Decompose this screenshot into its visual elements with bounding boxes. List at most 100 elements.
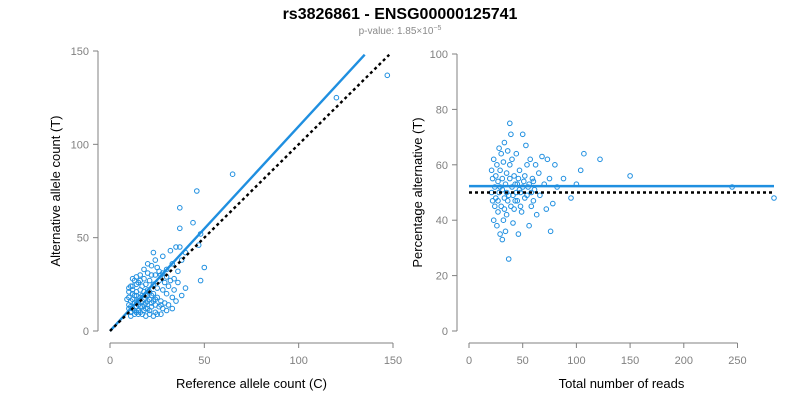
y-axis-label: Alternative allele count (T) [48,115,63,266]
data-point [194,188,200,194]
data-point [333,94,340,101]
data-point [530,178,537,185]
data-point [137,303,143,310]
data-point [519,131,526,138]
x-tick-label: 250 [728,355,746,367]
data-point [504,198,511,204]
data-point [144,261,151,267]
p-value-exponent: −5 [433,25,441,32]
data-point [537,192,543,199]
data-point [190,219,196,226]
chart-subtitle: p-value: 1.85×10−5 [359,25,442,37]
data-point [201,264,208,271]
y-axis-label: Percentage alternative (T) [410,117,425,267]
data-point [503,170,510,176]
data-point [124,296,130,303]
data-point [171,287,177,293]
x-tick-label: 200 [675,355,693,367]
data-point [531,186,538,193]
data-point [229,171,236,177]
data-point [177,244,183,250]
data-point [150,298,157,304]
data-point [517,203,524,210]
y-tick-label: 20 [436,271,448,283]
data-point [581,150,587,157]
data-point [169,294,176,301]
data-point [507,120,513,127]
data-point [524,192,530,199]
data-points [124,72,391,319]
data-point [533,211,540,218]
x-tick-label: 150 [621,355,639,367]
data-point [490,156,497,163]
p-value-text: p-value: 1.85×10 [359,26,434,37]
data-point [131,292,138,299]
data-point [141,266,147,273]
data-point [514,198,521,204]
data-point [529,175,536,182]
data-point [126,285,132,291]
data-point [505,256,512,262]
data-point [501,206,508,212]
data-point [494,222,500,229]
x-tick-label: 150 [384,355,402,367]
data-point [515,175,522,182]
data-points [488,120,777,262]
data-point [552,162,558,168]
data-point [509,156,515,163]
data-point [771,195,777,201]
data-point [511,206,517,212]
data-point [500,159,507,165]
y-tick-label: 100 [71,139,89,151]
data-point [503,189,510,196]
data-point [496,145,502,151]
data-point [504,148,511,154]
data-point [510,220,516,226]
data-point [521,178,527,185]
data-point [524,162,530,168]
data-point [511,173,517,179]
data-point [490,217,497,223]
panel-percentage-alternative: 0 50 100 150 200 250 Total number of reads 0 20 4… [410,49,777,391]
data-point [152,257,159,263]
data-point [178,257,185,263]
regression-fit-line [109,53,366,332]
data-point [495,178,501,185]
y-tick-label: 0 [442,326,448,338]
data-point [547,228,554,235]
y-axis: 0 20 40 60 80 100 Percentage alternative (T) [410,49,458,338]
data-point [182,285,189,291]
y-tick-label: 80 [436,104,448,116]
data-point [528,203,535,210]
data-point [492,203,498,210]
x-tick-label: 100 [289,355,307,367]
data-point [503,211,510,218]
data-point [507,175,513,182]
data-point [150,249,157,256]
data-point [577,167,584,174]
data-point [513,150,520,157]
chart-title: rs3826861 - ENSG00000125741 [283,6,518,23]
x-tick-label: 0 [107,355,113,367]
data-point [126,302,132,308]
data-point [544,156,551,163]
data-point [158,302,164,308]
y-axis: 0 50 100 150 Alternative allele count (T) [48,46,99,338]
data-point [498,150,505,157]
data-point [160,287,166,293]
x-tick-label: 100 [567,355,585,367]
y-tick-label: 40 [436,215,448,227]
x-tick-label: 50 [517,355,529,367]
data-point [165,283,172,290]
expected-reference-line [109,53,391,332]
data-point [568,195,574,201]
data-point [167,247,174,254]
data-point [543,206,550,212]
data-point [173,244,179,250]
data-point [508,131,514,138]
data-point [167,277,174,284]
data-point [560,175,567,182]
data-point [163,266,170,273]
data-point [169,305,176,312]
